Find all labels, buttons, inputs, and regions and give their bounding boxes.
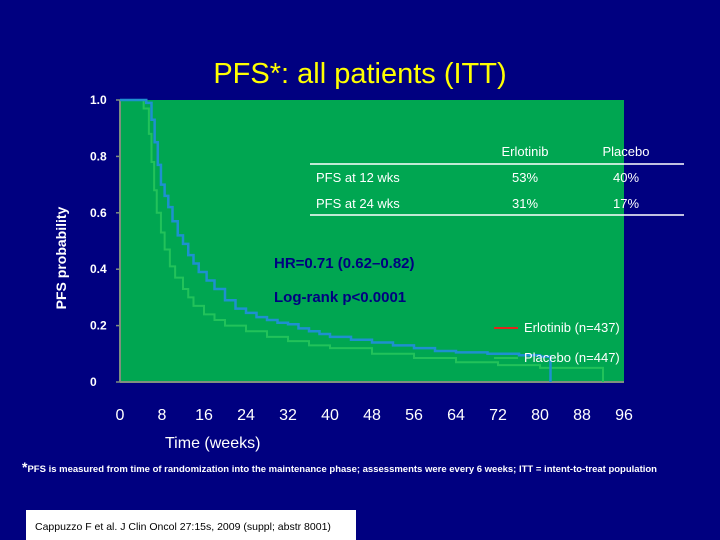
footnote-text: PFS is measured from time of randomizati… bbox=[27, 464, 657, 475]
y-tick-label: 1.0 bbox=[90, 93, 107, 107]
x-tick-label: 16 bbox=[195, 407, 213, 424]
x-tick-label: 0 bbox=[116, 407, 125, 424]
table-row-label: PFS at 24 wks bbox=[316, 196, 400, 211]
table-cell: 40% bbox=[613, 170, 639, 185]
table-header-erlotinib: Erlotinib bbox=[502, 144, 549, 159]
slide-title: PFS*: all patients (ITT) bbox=[213, 58, 507, 90]
y-tick-label: 0.2 bbox=[90, 319, 107, 333]
x-tick-label: 80 bbox=[531, 407, 549, 424]
plot-area bbox=[120, 100, 624, 382]
x-axis-label: Time (weeks) bbox=[165, 435, 260, 452]
legend: Erlotinib (n=437) Placebo (n=447) bbox=[494, 320, 620, 365]
axes: 0 0.2 0.4 0.6 0.8 1.0 0 8 16 24 32 40 48 56 64 72 80 88 96 bbox=[90, 93, 633, 424]
x-tick-label: 48 bbox=[363, 407, 381, 424]
x-tick-label: 72 bbox=[489, 407, 507, 424]
y-tick-label: 0.8 bbox=[90, 149, 107, 163]
x-tick-label: 64 bbox=[447, 407, 465, 424]
x-tick-label: 32 bbox=[279, 407, 297, 424]
footnote-marker: * bbox=[22, 459, 28, 475]
y-axis-label: PFS probability bbox=[53, 206, 69, 309]
erlotinib-curve bbox=[120, 98, 552, 382]
x-tick-label: 40 bbox=[321, 407, 339, 424]
table-cell: 17% bbox=[613, 196, 639, 211]
footnote: *PFS is measured from time of randomizat… bbox=[22, 460, 692, 477]
citation-box: Cappuzzo F et al. J Clin Oncol 27:15s, 2… bbox=[26, 510, 356, 540]
curves bbox=[120, 98, 604, 382]
table-row-label: PFS at 12 wks bbox=[316, 170, 400, 185]
x-tick-label: 88 bbox=[573, 407, 591, 424]
logrank-annotation: Log-rank p<0.0001 bbox=[274, 289, 406, 306]
x-tick-label: 56 bbox=[405, 407, 423, 424]
table-cell: 53% bbox=[512, 170, 538, 185]
y-tick-label: 0.6 bbox=[90, 206, 107, 220]
table-cell: 31% bbox=[512, 196, 538, 211]
x-tick-label: 96 bbox=[615, 407, 633, 424]
table-header-placebo: Placebo bbox=[603, 144, 650, 159]
legend-label-placebo: Placebo (n=447) bbox=[524, 350, 620, 365]
x-tick-label: 24 bbox=[237, 407, 255, 424]
legend-label-erlotinib: Erlotinib (n=437) bbox=[524, 320, 620, 335]
citation: Cappuzzo F et al. J Clin Oncol 27:15s, 2… bbox=[35, 521, 331, 533]
y-tick-label: 0.4 bbox=[90, 262, 107, 276]
hazard-ratio-annotation: HR=0.71 (0.62–0.82) bbox=[274, 255, 415, 272]
placebo-curve bbox=[120, 99, 604, 382]
y-tick-label: 0 bbox=[90, 375, 97, 389]
x-tick-label: 8 bbox=[158, 407, 167, 424]
pfs-table: Erlotinib Placebo PFS at 12 wks 53% 40% … bbox=[310, 144, 684, 216]
